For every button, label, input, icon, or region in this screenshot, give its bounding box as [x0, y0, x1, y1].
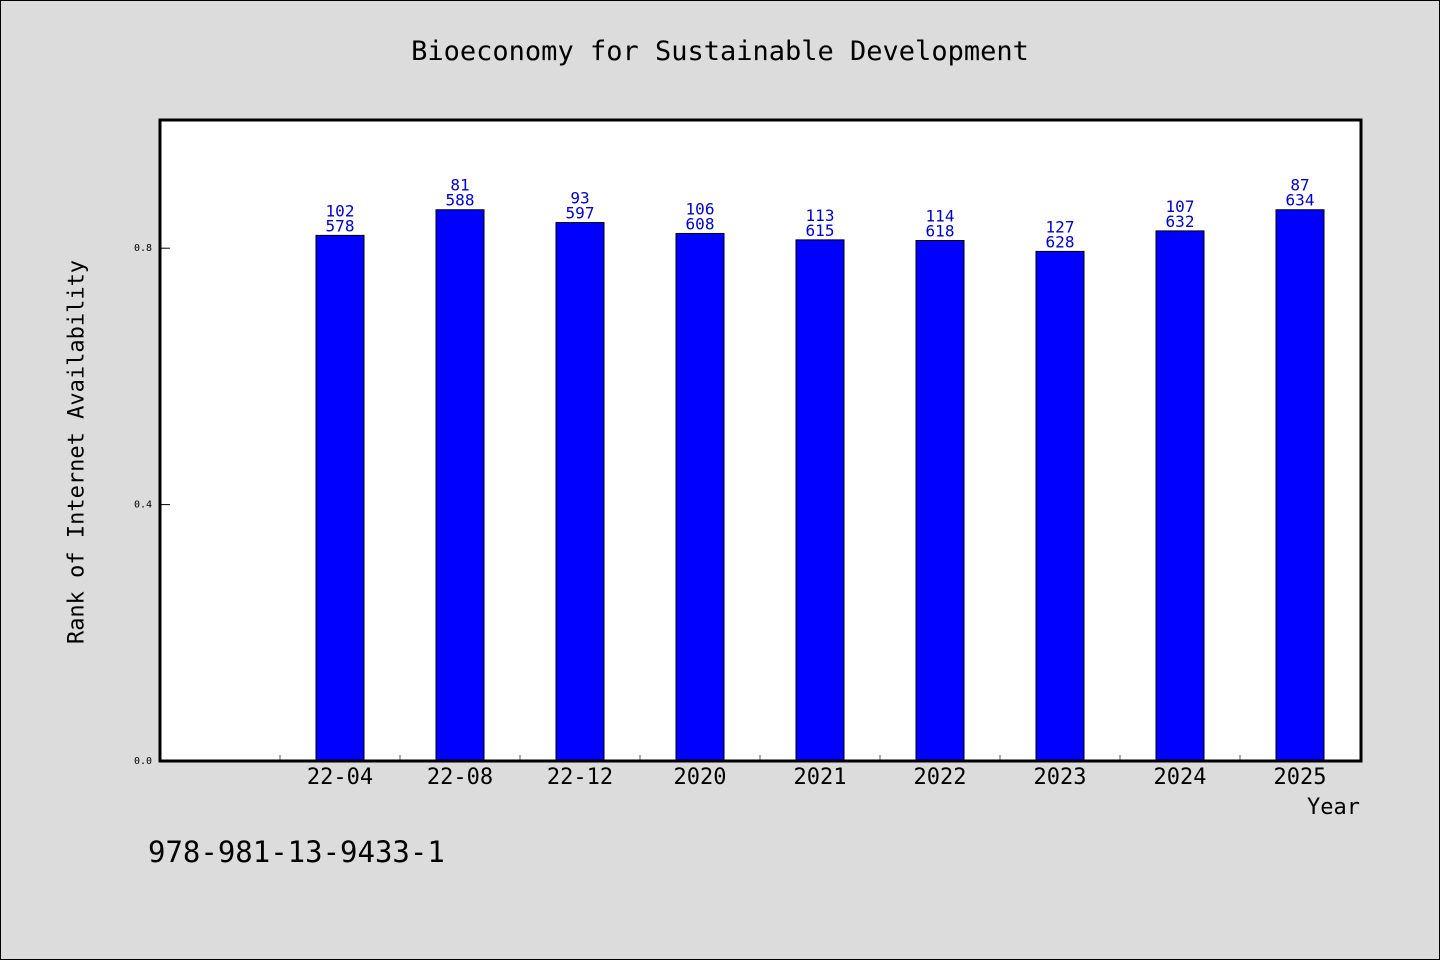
x-tick-label: 2024	[1154, 765, 1207, 790]
bar	[1155, 230, 1205, 762]
x-tick-label: 22-12	[547, 765, 613, 790]
bar-label-bottom: 578	[326, 216, 355, 235]
bar	[315, 234, 365, 762]
bar-label-top: 106	[686, 199, 715, 218]
bar-label-top: 127	[1046, 217, 1075, 236]
bar-label-top: 102	[326, 201, 355, 220]
bar-label-top: 87	[1290, 176, 1309, 195]
bar	[1035, 250, 1085, 762]
bar	[795, 239, 845, 762]
x-tick-label: 2021	[794, 765, 847, 790]
plot-border	[158, 118, 1363, 763]
bar	[915, 240, 965, 762]
bar-label-bottom: 615	[806, 221, 835, 240]
x-tick-label: 22-08	[427, 765, 493, 790]
bar	[675, 232, 725, 762]
x-tick-label: 22-04	[307, 765, 373, 790]
x-axis-label: Year	[1307, 795, 1360, 820]
x-tick-label: 2025	[1274, 765, 1327, 790]
footer-code: 978-981-13-9433-1	[148, 835, 445, 869]
bar-label-bottom: 597	[566, 204, 595, 223]
bar-label-top: 93	[570, 189, 589, 208]
y-tick-label: 0.4	[134, 500, 152, 511]
x-tick-label: 2023	[1034, 765, 1087, 790]
bar-label-bottom: 628	[1046, 232, 1075, 251]
bar-label-top: 81	[450, 176, 469, 195]
bar-label-bottom: 588	[446, 191, 475, 210]
chart-title: Bioeconomy for Sustainable Development	[411, 36, 1029, 67]
y-tick-label: 0.8	[134, 243, 152, 254]
bar	[435, 209, 485, 762]
bar-label-bottom: 634	[1286, 191, 1315, 210]
bar-label-top: 107	[1166, 197, 1195, 216]
bar	[1275, 209, 1325, 762]
bar-label-bottom: 632	[1166, 212, 1195, 231]
y-tick-label: 0.0	[134, 756, 152, 767]
bar-label-bottom: 618	[926, 222, 955, 241]
bar	[555, 222, 605, 762]
bar-label-bottom: 608	[686, 214, 715, 233]
x-tick-label: 2020	[674, 765, 727, 790]
x-tick-label: 2022	[914, 765, 967, 790]
bar-label-top: 113	[806, 206, 835, 225]
bar-label-top: 114	[926, 207, 955, 226]
